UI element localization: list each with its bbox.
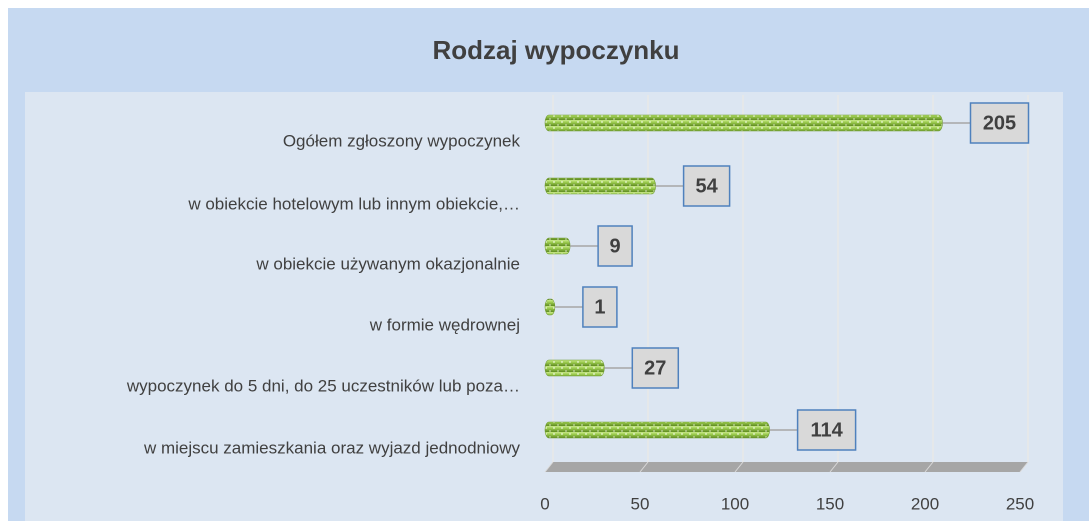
data-label-box: [631, 347, 680, 389]
data-label-box: [796, 409, 857, 451]
x-tick-label: 50: [631, 494, 650, 513]
x-tick-label: 150: [816, 494, 844, 513]
x-tick-label: 0: [540, 494, 549, 513]
y-tick-label: w miejscu zamieszkania oraz wyjazd jedno…: [143, 438, 521, 457]
bar: [544, 421, 770, 439]
x-tick-label: 250: [1006, 494, 1034, 513]
bar: [544, 114, 943, 132]
y-tick-label: w formie wędrownej: [369, 315, 520, 334]
data-label-box: [682, 165, 731, 207]
bar: [544, 177, 656, 195]
grid-line-floor: [924, 461, 934, 473]
plot-area: [25, 92, 1063, 521]
data-label-box: [969, 102, 1030, 144]
grid-line-floor: [639, 461, 649, 473]
data-label: 27: [644, 357, 666, 379]
bar: [544, 298, 556, 316]
chart-title: Rodzaj wypoczynku: [432, 35, 679, 65]
data-label-box: [582, 286, 618, 328]
data-label: 1: [594, 296, 605, 318]
grid-line-floor: [1019, 461, 1029, 473]
grid-line-floor: [544, 461, 554, 473]
bar: [544, 359, 605, 377]
x-tick-label: 100: [721, 494, 749, 513]
y-tick-label: w obiekcie używanym okazjonalnie: [255, 254, 520, 273]
grid-line-floor: [734, 461, 744, 473]
x-tick-label: 200: [911, 494, 939, 513]
y-tick-label: w obiekcie hotelowym lub innym obiekcie,…: [187, 194, 520, 213]
data-label: 54: [695, 175, 718, 197]
y-tick-label: Ogółem zgłoszony wypoczynek: [283, 131, 521, 150]
grid-line-floor: [829, 461, 839, 473]
floor: [545, 462, 1028, 472]
data-label: 205: [983, 112, 1016, 134]
y-tick-label: wypoczynek do 5 dni, do 25 uczestników l…: [126, 376, 520, 395]
bar: [544, 237, 571, 255]
data-label-box: [597, 225, 633, 267]
data-label: 9: [610, 235, 621, 257]
data-label: 114: [810, 419, 843, 441]
